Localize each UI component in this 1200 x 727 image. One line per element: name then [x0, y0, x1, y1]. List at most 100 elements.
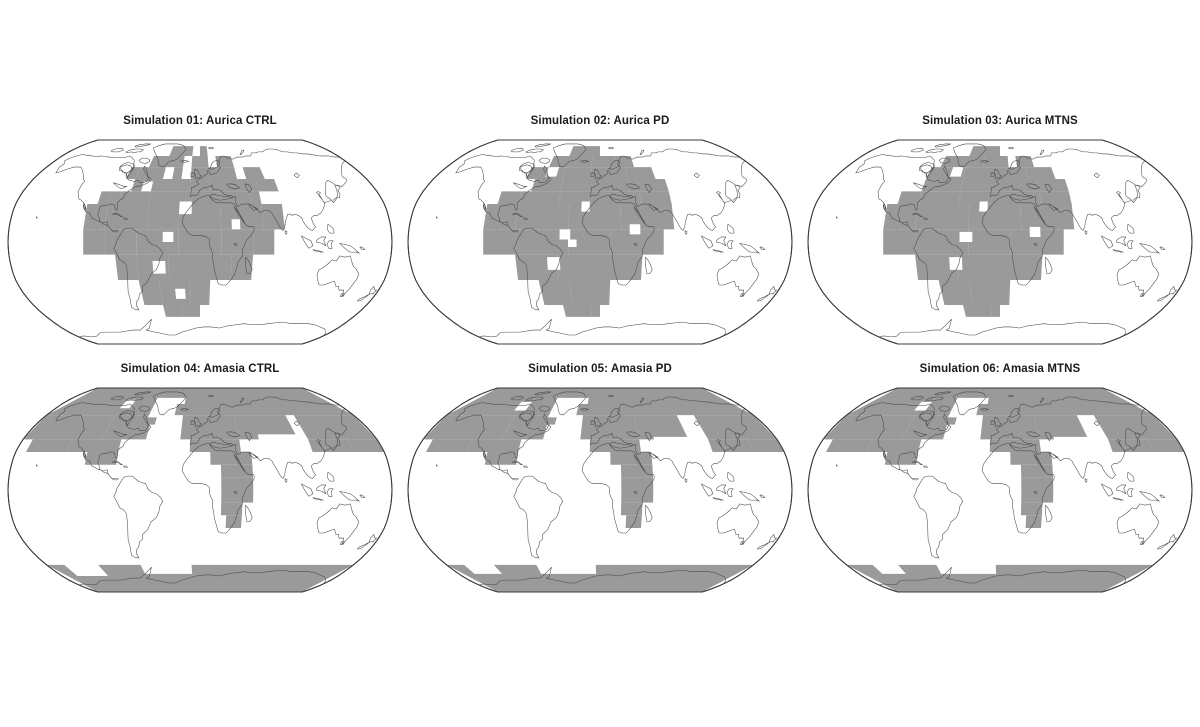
shaded-cell [162, 305, 183, 317]
coastline [368, 285, 377, 295]
coastline [368, 533, 377, 543]
map-frame-outline [7, 387, 393, 593]
map-panel-sim03: Simulation 03: Aurica MTNS [800, 110, 1200, 358]
coastline-group [836, 391, 1177, 593]
shaded-cell [615, 155, 635, 168]
coastline [919, 412, 933, 422]
shaded-cell [101, 415, 158, 440]
shaded-cell [625, 515, 642, 528]
shaded-cell [104, 229, 137, 255]
shaded-cell [1037, 179, 1069, 192]
map-panel-sim06: Simulation 06: Amasia MTNS [800, 358, 1200, 606]
shaded-cell [221, 477, 254, 490]
shaded-cell [957, 254, 1000, 280]
coastline [233, 490, 237, 495]
shaded-cell [846, 388, 1154, 416]
map-group-sim03 [807, 139, 1193, 345]
shaded-cell [23, 415, 115, 440]
coastline [239, 149, 245, 156]
coastline [119, 412, 133, 422]
coastline [55, 154, 152, 233]
coastline [510, 147, 524, 153]
shaded-cell [1020, 204, 1075, 230]
coastline [138, 157, 151, 164]
coastline [1139, 242, 1160, 254]
shaded-cell [884, 452, 919, 465]
coastline [759, 246, 766, 250]
coastline [1115, 236, 1127, 247]
shaded-cell [915, 229, 969, 255]
shaded-region-group [423, 388, 785, 592]
shaded-cell [97, 191, 112, 205]
shaded-cell [1000, 254, 1043, 280]
coastline [1048, 451, 1059, 459]
coastline [194, 417, 202, 428]
shaded-cell [446, 564, 754, 592]
coastline [538, 157, 551, 164]
unshaded-hole [547, 257, 561, 270]
coastline-group [36, 391, 377, 593]
coastline [980, 408, 989, 411]
coastline [633, 454, 646, 473]
coastline [919, 164, 933, 174]
coastline [731, 432, 741, 452]
shaded-cell [221, 490, 254, 503]
shaded-cell [425, 439, 473, 453]
coastline [534, 143, 552, 148]
coastline [989, 148, 1147, 231]
unshaded-hole [949, 257, 963, 270]
coastline [757, 293, 771, 302]
shaded-cell [562, 167, 592, 179]
coastline [331, 184, 341, 204]
coastline [700, 483, 714, 497]
unshaded-hole-group [141, 181, 241, 299]
coastline [1157, 293, 1171, 302]
shaded-cell [138, 279, 163, 305]
shaded-cell [293, 415, 377, 440]
shaded-cell [25, 439, 73, 453]
shaded-cell [747, 439, 785, 453]
coastline [925, 396, 944, 402]
shaded-cell [959, 191, 1000, 205]
coastline [55, 402, 152, 481]
coastline [357, 541, 371, 550]
shaded-cell [230, 254, 254, 280]
shaded-cell [1147, 439, 1185, 453]
map-frame-outline [407, 387, 793, 593]
shaded-cell [347, 439, 385, 453]
coastline [519, 164, 533, 174]
coastline [990, 172, 995, 177]
coastline [644, 431, 652, 441]
coastline [519, 412, 533, 422]
shaded-cell [625, 167, 656, 179]
coastline [1093, 172, 1100, 179]
shaded-cell [148, 155, 185, 168]
coastline [715, 236, 727, 247]
unshaded-hole [137, 557, 193, 574]
coastline [648, 203, 659, 211]
coastline [912, 182, 928, 190]
shaded-cell [968, 204, 1022, 230]
coastline [923, 217, 928, 220]
coastline [180, 160, 189, 163]
coastline [1159, 494, 1166, 498]
coastline [525, 396, 544, 402]
unshaded-hole [1053, 436, 1102, 450]
coastline [78, 566, 326, 593]
coastline [534, 391, 552, 396]
coastline [293, 420, 300, 427]
unshaded-hole [119, 399, 136, 409]
shaded-cell [501, 415, 558, 440]
map-svg-sim06 [807, 387, 1193, 593]
coastline [910, 147, 924, 153]
coastline [119, 164, 133, 174]
shaded-cell [610, 452, 653, 465]
panel-title-sim03: Simulation 03: Aurica MTNS [922, 115, 1078, 127]
shaded-cell [168, 254, 200, 280]
coastline [580, 160, 589, 163]
coastline [189, 148, 347, 231]
shaded-cell [538, 279, 573, 305]
coastline [912, 430, 928, 438]
map-sim05 [403, 384, 797, 596]
unshaded-hole [559, 229, 571, 240]
